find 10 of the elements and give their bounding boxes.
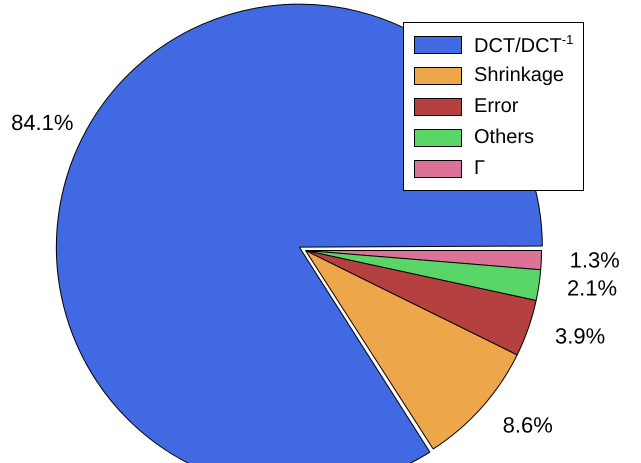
legend-label: Others — [474, 126, 534, 149]
legend-label: Error — [474, 95, 518, 118]
legend-label: Shrinkage — [474, 64, 564, 87]
data-label: 1.3% — [570, 247, 620, 272]
legend-label: DCT/DCT$^{-1}$ — [474, 32, 574, 58]
legend-label: Γ — [474, 157, 486, 180]
data-label: 84.1% — [11, 110, 74, 135]
data-label: 8.6% — [502, 412, 553, 438]
data-label: 3.9% — [555, 324, 606, 349]
data-label: 2.1% — [566, 275, 618, 300]
